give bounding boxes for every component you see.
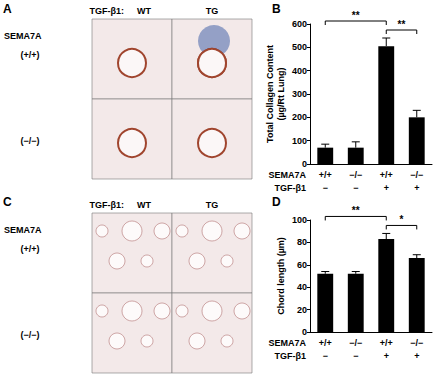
svg-text:100: 100 bbox=[292, 215, 307, 225]
svg-text:−: − bbox=[353, 351, 358, 361]
svg-text:−: − bbox=[353, 183, 358, 193]
svg-text:400: 400 bbox=[292, 66, 307, 76]
svg-text:−: − bbox=[323, 351, 328, 361]
svg-text:+: + bbox=[414, 351, 419, 361]
svg-text:WT: WT bbox=[137, 6, 151, 16]
svg-text:40: 40 bbox=[297, 282, 307, 292]
svg-text:+/+: +/+ bbox=[380, 170, 393, 180]
svg-text:TG: TG bbox=[206, 6, 219, 16]
svg-text:+/+: +/+ bbox=[319, 170, 332, 180]
svg-text:TGF-β1: TGF-β1 bbox=[275, 183, 307, 193]
svg-text:**: ** bbox=[352, 10, 360, 21]
svg-text:80: 80 bbox=[297, 237, 307, 247]
svg-text:SEMA7A: SEMA7A bbox=[268, 338, 306, 348]
svg-text:(+/+): (+/+) bbox=[20, 50, 39, 60]
svg-text:**: ** bbox=[352, 205, 360, 216]
svg-text:300: 300 bbox=[292, 89, 307, 99]
svg-text:C: C bbox=[3, 195, 12, 209]
svg-text:+: + bbox=[384, 183, 389, 193]
svg-text:−/−: −/− bbox=[349, 170, 362, 180]
svg-text:0: 0 bbox=[302, 327, 307, 337]
svg-text:0: 0 bbox=[302, 159, 307, 169]
svg-text:SEMA7A: SEMA7A bbox=[4, 225, 42, 235]
svg-text:WT: WT bbox=[137, 200, 151, 210]
svg-text:200: 200 bbox=[292, 112, 307, 122]
svg-text:600: 600 bbox=[292, 19, 307, 29]
svg-text:TG: TG bbox=[206, 200, 219, 210]
svg-text:20: 20 bbox=[297, 305, 307, 315]
svg-text:+/+: +/+ bbox=[319, 338, 332, 348]
svg-text:−: − bbox=[323, 183, 328, 193]
svg-text:*: * bbox=[400, 214, 404, 225]
svg-text:−/−: −/− bbox=[410, 170, 423, 180]
svg-text:B: B bbox=[272, 2, 281, 16]
svg-text:TGF-β1:: TGF-β1: bbox=[90, 6, 125, 16]
svg-text:TGF-β1: TGF-β1 bbox=[275, 351, 307, 361]
svg-text:+/+: +/+ bbox=[380, 338, 393, 348]
svg-text:(+/+): (+/+) bbox=[20, 244, 39, 254]
svg-text:Total Collagen Content: Total Collagen Content bbox=[265, 45, 275, 143]
svg-text:−/−: −/− bbox=[349, 338, 362, 348]
svg-text:60: 60 bbox=[297, 260, 307, 270]
svg-text:+: + bbox=[414, 183, 419, 193]
svg-text:+: + bbox=[384, 351, 389, 361]
svg-text:A: A bbox=[3, 2, 12, 16]
svg-text:D: D bbox=[272, 195, 281, 209]
svg-text:(µg/Rt Lung): (µg/Rt Lung) bbox=[276, 67, 286, 120]
svg-text:Chord length (µm): Chord length (µm) bbox=[276, 237, 286, 315]
svg-text:SEMA7A: SEMA7A bbox=[4, 31, 42, 41]
svg-text:**: ** bbox=[398, 19, 406, 30]
svg-text:SEMA7A: SEMA7A bbox=[268, 170, 306, 180]
svg-text:100: 100 bbox=[292, 136, 307, 146]
svg-text:−/−: −/− bbox=[410, 338, 423, 348]
svg-text:(−/−): (−/−) bbox=[20, 330, 39, 340]
svg-text:500: 500 bbox=[292, 42, 307, 52]
svg-text:(−/−): (−/−) bbox=[20, 136, 39, 146]
svg-text:TGF-β1:: TGF-β1: bbox=[90, 200, 125, 210]
